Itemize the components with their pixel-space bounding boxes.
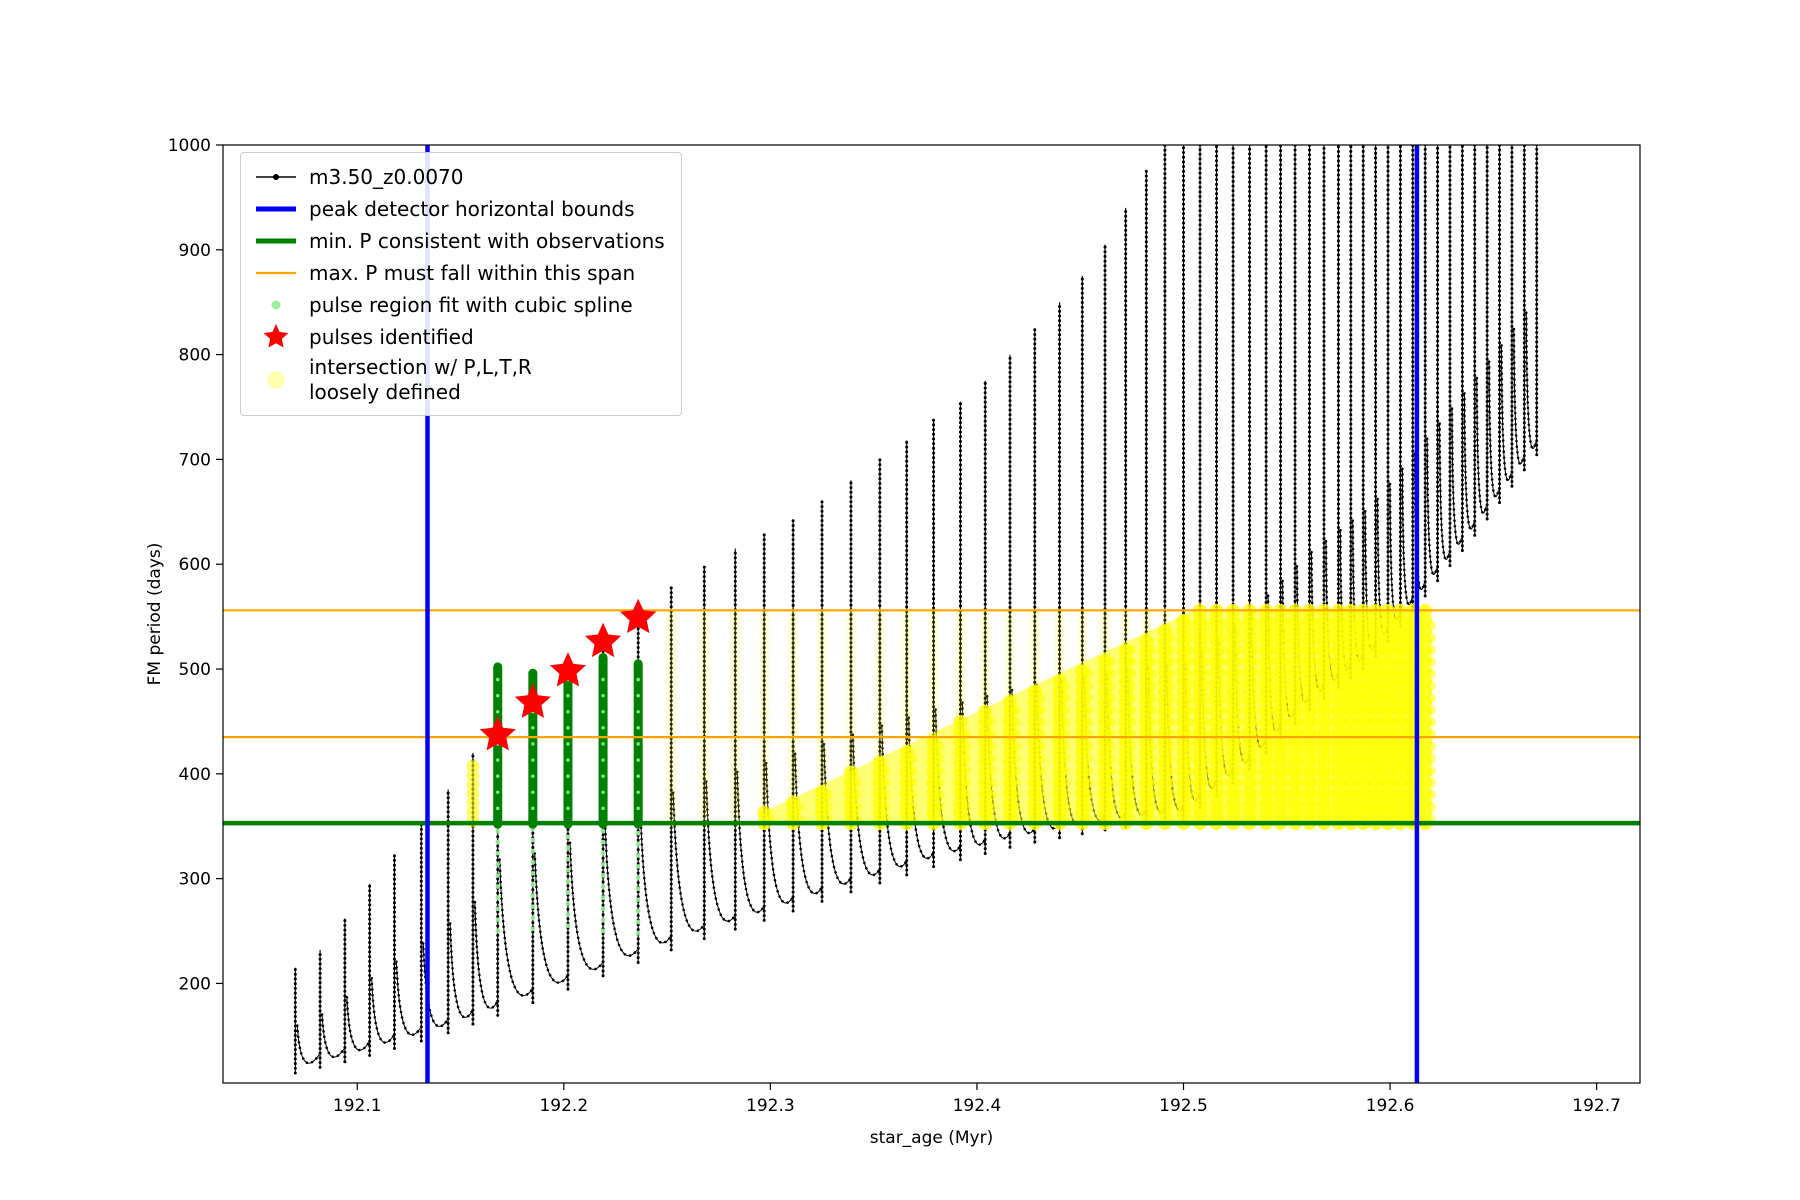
y-tick-label: 900 (179, 241, 211, 261)
line-legend-marker (256, 271, 296, 275)
plot-border (222, 144, 1641, 1084)
y-tick-label: 800 (179, 346, 211, 366)
pulse-star (514, 683, 551, 718)
y-tick-label: 500 (179, 660, 211, 680)
y-axis-label: FM period (days) (145, 542, 165, 686)
y-tick-label: 600 (179, 555, 211, 575)
y-tick-label: 300 (179, 870, 211, 890)
legend-item-label: intersection w/ P,L,T,R loosely defined (309, 355, 532, 404)
intersection-region (466, 603, 1437, 831)
y-tick-label: 200 (179, 974, 211, 994)
x-tick-label: 192.5 (1159, 1096, 1208, 1116)
legend-item-label: pulses identified (309, 324, 474, 349)
legend-item-label: max. P must fall within this span (309, 260, 636, 285)
pulse-star (620, 598, 657, 633)
y-tick-label: 400 (179, 765, 211, 785)
legend-item-label: pulse region fit with cubic spline (309, 292, 633, 317)
pulse-star (479, 716, 516, 751)
x-tick-label: 192.6 (1366, 1096, 1415, 1116)
x-tick-label: 192.4 (953, 1096, 1002, 1116)
x-axis-label: star_age (Myr) (869, 1128, 994, 1148)
legend-item-2: min. P consistent with observations (253, 227, 665, 255)
legend-item-4: pulse region fit with cubic spline (253, 291, 665, 319)
legend-item-label: min. P consistent with observations (309, 228, 665, 253)
x-tick-label: 192.7 (1572, 1096, 1621, 1116)
x-tick-label: 192.2 (539, 1096, 588, 1116)
pulses-identified (479, 598, 657, 751)
line-dot-legend-marker (256, 174, 296, 180)
y-tick-label: 700 (179, 450, 211, 470)
legend-item-0: m3.50_z0.0070 (253, 163, 665, 191)
x-tick-label: 192.1 (333, 1096, 382, 1116)
legend-item-label: peak detector horizontal bounds (309, 196, 635, 221)
thick-line-legend-marker (256, 238, 296, 244)
legend-item-6: intersection w/ P,L,T,R loosely defined (253, 355, 665, 405)
star-legend-marker (263, 324, 289, 348)
thick-line-legend-marker (256, 206, 296, 212)
legend-item-3: max. P must fall within this span (253, 259, 665, 287)
pulse-star (585, 622, 622, 658)
axes: 192.1 192.2 192.3 192.4 192.5 192.6 192.7 200 30… (168, 136, 1641, 1116)
x-tick-label: 192.3 (746, 1096, 795, 1116)
dot-legend-marker (271, 300, 281, 310)
legend-item-label: m3.50_z0.0070 (309, 164, 464, 189)
pulse-region-columns (493, 652, 643, 936)
legend-item-5: pulses identified (253, 323, 665, 351)
legend-item-1: peak detector horizontal bounds (253, 195, 665, 223)
plot-content (293, 145, 1539, 1075)
pulse-star (549, 652, 586, 687)
big-dot-faint-legend-marker (267, 371, 285, 389)
y-tick-label: 1000 (168, 136, 211, 156)
